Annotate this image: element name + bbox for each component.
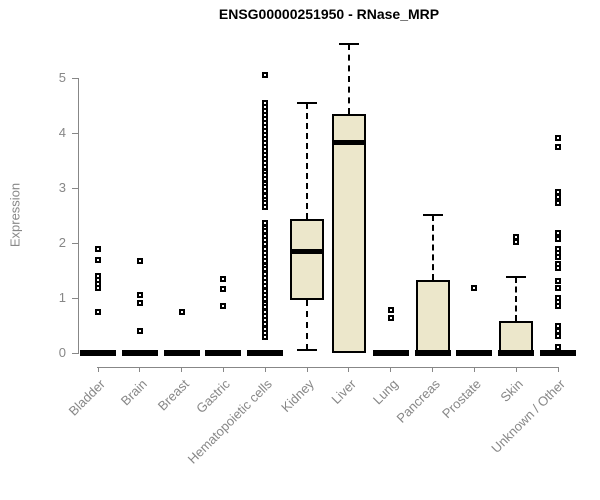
y-axis-tick <box>72 132 78 134</box>
x-axis-tick <box>97 367 99 372</box>
x-axis-tick <box>557 367 559 372</box>
zero-median-bar <box>205 350 242 356</box>
x-axis-tick <box>181 367 183 372</box>
outlier-point <box>262 334 269 341</box>
outlier-point <box>555 277 562 284</box>
x-axis-tick <box>515 367 517 372</box>
upper-whisker-cap <box>338 42 359 45</box>
outlier-point <box>555 134 562 141</box>
outlier-point <box>220 286 227 293</box>
outlier-point <box>555 199 562 206</box>
y-axis-title: Expression <box>7 182 23 248</box>
outlier-point <box>555 230 562 237</box>
outlier-point <box>95 308 101 315</box>
outlier-point <box>136 299 143 306</box>
upper-whisker-cap <box>506 276 527 279</box>
outlier-point <box>555 193 562 200</box>
y-tick-label: 2 <box>58 235 66 250</box>
box <box>331 113 366 353</box>
y-tick-label: 0 <box>58 345 66 360</box>
zero-median-bar <box>80 350 116 356</box>
outlier-point <box>136 328 143 334</box>
outlier-point <box>387 314 394 321</box>
box <box>499 321 534 353</box>
outlier-point <box>555 285 562 292</box>
upper-whisker-stem <box>515 277 518 322</box>
outlier-point <box>136 258 143 265</box>
outlier-point <box>95 257 101 264</box>
y-axis-line <box>78 78 79 354</box>
y-axis-tick <box>72 187 78 189</box>
outlier-point <box>136 292 143 299</box>
y-axis-tick <box>72 352 78 354</box>
outlier-point <box>387 307 394 314</box>
box <box>290 218 325 301</box>
x-axis-tick <box>222 367 224 372</box>
y-axis-tick <box>72 77 78 79</box>
outlier-point <box>555 264 562 271</box>
outlier-point <box>95 246 101 253</box>
zero-median-bar <box>456 350 493 356</box>
outlier-point <box>555 303 562 310</box>
lower-whisker-cap <box>297 349 318 352</box>
outlier-point <box>95 284 101 291</box>
x-axis-tick <box>473 367 475 372</box>
y-tick-label: 1 <box>58 290 66 305</box>
lower-whisker-stem <box>306 300 309 351</box>
box <box>415 279 450 353</box>
zero-median-bar <box>498 350 535 356</box>
upper-whisker-stem <box>306 102 309 219</box>
x-axis-tick <box>390 367 392 372</box>
outlier-point <box>555 236 562 243</box>
x-axis-tick <box>306 367 308 372</box>
y-tick-label: 4 <box>58 125 66 140</box>
upper-whisker-cap <box>422 213 443 216</box>
y-axis-tick <box>72 242 78 244</box>
outlier-point <box>555 143 562 150</box>
x-axis-tick <box>432 367 434 372</box>
zero-median-bar <box>540 350 577 356</box>
outlier-point <box>262 72 269 79</box>
upper-whisker-stem <box>347 43 350 114</box>
x-axis-tick <box>348 367 350 372</box>
chart-title: ENSG00000251950 - RNase_MRP <box>218 6 440 22</box>
zero-median-bar <box>414 350 451 356</box>
outlier-point <box>555 343 562 350</box>
outlier-point <box>471 285 478 292</box>
outlier-point <box>178 308 185 315</box>
outlier-point <box>513 238 520 245</box>
outlier-point <box>262 204 269 211</box>
zero-median-bar <box>121 350 158 356</box>
median-line <box>333 140 364 146</box>
x-axis-tick <box>264 367 266 372</box>
outlier-point <box>555 332 562 339</box>
outlier-point <box>555 253 562 260</box>
x-axis-line <box>97 367 560 368</box>
x-axis-tick <box>139 367 141 372</box>
median-line <box>292 249 323 255</box>
outlier-point <box>220 303 227 310</box>
y-tick-label: 5 <box>58 70 66 85</box>
upper-whisker-stem <box>431 214 434 280</box>
outlier-point <box>220 275 227 282</box>
y-axis-tick <box>72 297 78 299</box>
zero-median-bar <box>372 350 409 356</box>
zero-median-bar <box>163 350 200 356</box>
zero-median-bar <box>247 350 284 356</box>
upper-whisker-cap <box>297 101 318 104</box>
y-tick-label: 3 <box>58 180 66 195</box>
